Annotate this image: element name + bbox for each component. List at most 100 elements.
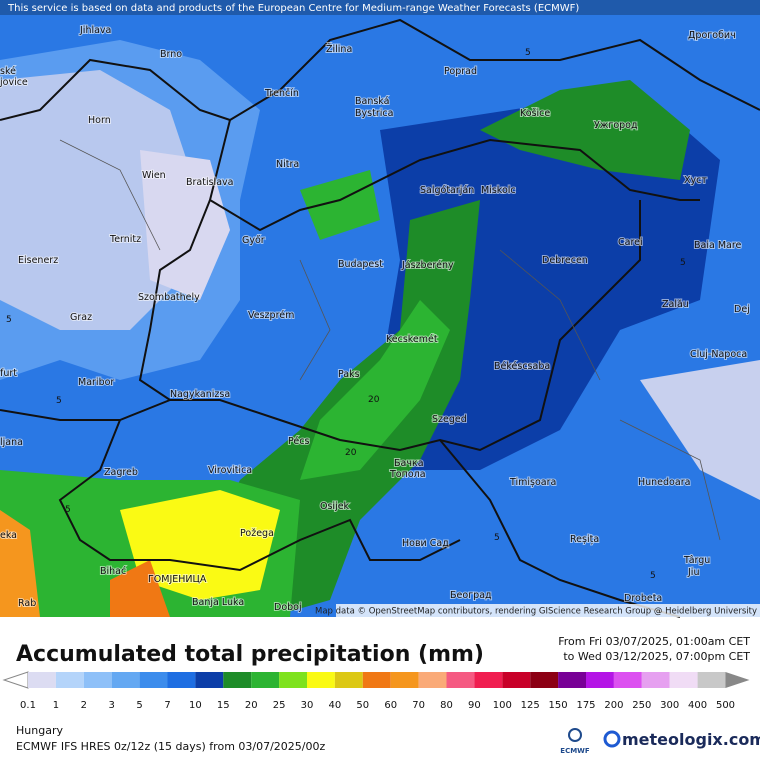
legend-swatch xyxy=(195,672,224,688)
contour-label: 5 xyxy=(494,533,500,543)
legend-swatch xyxy=(641,672,670,688)
city-label: Pécs xyxy=(288,436,309,447)
city-label: Bihać xyxy=(100,566,126,577)
city-label: Debrecen xyxy=(542,255,588,266)
city-label: Miskolc xyxy=(481,185,516,196)
city-label: Žilina xyxy=(326,43,352,55)
area-orange xyxy=(110,560,170,617)
border-hu-sk xyxy=(208,119,700,232)
legend: Accumulated total precipitation (mm) Fro… xyxy=(2,635,750,711)
legend-swatch xyxy=(167,672,196,688)
legend-swatch xyxy=(223,672,252,688)
contour-label: 20 xyxy=(368,395,380,405)
city-label: Jihlava xyxy=(79,25,111,36)
city-label: Zalău xyxy=(662,299,689,310)
city-label: Eisenerz xyxy=(18,255,58,266)
border-north xyxy=(0,18,760,122)
legend-swatch xyxy=(307,672,335,688)
area-yellow xyxy=(120,490,280,600)
city-label: Poprad xyxy=(444,66,477,77)
city-label: Дрогобич xyxy=(688,30,736,41)
legend-tick-label: 40 xyxy=(329,700,342,711)
city-label: Banja Luka xyxy=(192,597,244,608)
model: ECMWF IFS HRES 0z/12z (15 days) from 03/… xyxy=(16,740,326,753)
legend-tick-label: 30 xyxy=(301,700,314,711)
legend-swatch xyxy=(334,672,363,688)
area-green-ne xyxy=(480,80,690,180)
legend-swatch xyxy=(362,672,391,688)
legend-tick-label: 150 xyxy=(549,700,568,711)
legend-swatch xyxy=(669,672,698,688)
city-label: Bystrica xyxy=(355,108,393,119)
legend-title: Accumulated total precipitation (mm) xyxy=(16,642,484,667)
legend-swatch xyxy=(613,672,642,688)
city-label: Košice xyxy=(520,108,550,119)
city-label: Нови Сад xyxy=(402,538,449,549)
city-label: Timișoara xyxy=(509,477,556,488)
city-label: Топола xyxy=(389,469,426,480)
city-label: Бачка xyxy=(394,458,424,469)
area-pale-3 xyxy=(640,360,760,500)
legend-arrow-right xyxy=(725,672,750,688)
city-label: Graz xyxy=(70,312,92,323)
period-to: to Wed 03/12/2025, 07:00pm CET xyxy=(563,650,750,663)
ecmwf-icon xyxy=(568,728,582,742)
city-label: Maribor xyxy=(78,377,114,388)
city-labels: Jihlava Brno Žilina Poprad Дрогобич Trenčín Ba… xyxy=(0,24,751,614)
brand: meteologix.com xyxy=(622,730,760,749)
legend-swatch xyxy=(111,672,140,688)
legend-swatch xyxy=(586,672,614,688)
city-label: Cluj-Napoca xyxy=(690,349,747,360)
legend-tick-label: 200 xyxy=(604,700,623,711)
city-label: Drobeta xyxy=(624,593,662,604)
city-label: Virovitica xyxy=(208,465,252,476)
border-hr xyxy=(58,419,461,572)
legend-swatch xyxy=(139,672,168,688)
city-label: Ужгород xyxy=(594,120,638,131)
city-label: Ternitz xyxy=(109,234,141,245)
city-label: Carei xyxy=(618,237,643,248)
city-label: Reșița xyxy=(570,534,599,545)
border-si xyxy=(0,399,171,421)
city-label: ГОМЈЕНИЦА xyxy=(148,574,207,585)
contour-label: 5 xyxy=(65,505,71,515)
contour-label: 5 xyxy=(56,396,62,406)
area-orange-w xyxy=(0,510,40,617)
legend-swatch xyxy=(28,672,56,688)
city-label: ljana xyxy=(0,437,23,448)
contour-label: 20 xyxy=(345,448,357,458)
city-label: Београд xyxy=(450,590,492,601)
city-label: jovice xyxy=(0,77,28,88)
legend-swatch xyxy=(251,672,280,688)
notice: This service is based on data and produc… xyxy=(7,3,579,14)
legend-tick-label: 400 xyxy=(688,700,707,711)
legend-tick-label: 70 xyxy=(412,700,425,711)
legend-swatch xyxy=(418,672,447,688)
city-label: ské xyxy=(0,66,16,77)
contour-label: 5 xyxy=(6,315,12,325)
legend-swatch xyxy=(83,672,112,688)
border-rs-ro xyxy=(439,439,681,618)
attribution: Map data © OpenStreetMap contributors, r… xyxy=(315,607,757,617)
ecmwf-text: ECMWF xyxy=(560,747,590,755)
legend-swatch xyxy=(530,672,559,688)
area-green-nw xyxy=(300,170,380,240)
city-label: Horn xyxy=(88,115,111,126)
city-label: Banská xyxy=(355,96,389,107)
city-label: Szeged xyxy=(432,414,467,425)
legend-tick-label: 90 xyxy=(468,700,481,711)
city-label: Szombathely xyxy=(138,292,200,303)
legend-tick-label: 15 xyxy=(217,700,230,711)
legend-arrow-left xyxy=(2,671,29,689)
legend-tick-label: 500 xyxy=(716,700,735,711)
ecmwf-logo: ECMWF xyxy=(560,728,590,755)
legend-tick-label: 2 xyxy=(81,700,87,711)
city-label: Хуст xyxy=(684,175,707,186)
contour-label: 5 xyxy=(650,571,656,581)
legend-swatch xyxy=(390,672,419,688)
city-label: Nitra xyxy=(276,159,299,170)
city-label: furt xyxy=(0,368,17,379)
legend-tick-label: 7 xyxy=(164,700,170,711)
city-label: Trenčín xyxy=(264,88,299,99)
